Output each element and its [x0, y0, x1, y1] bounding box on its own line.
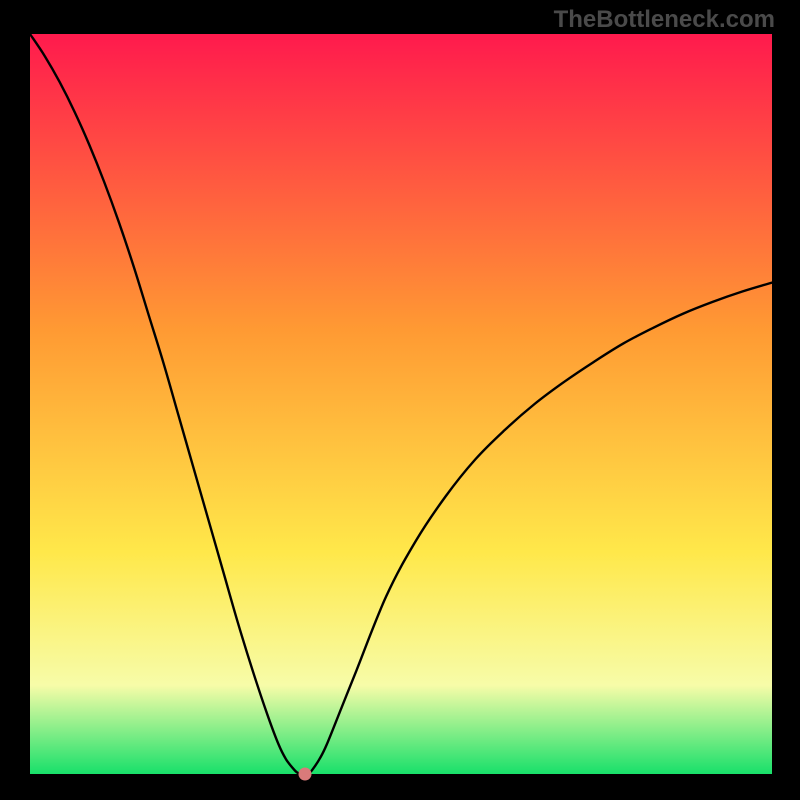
chart-frame: TheBottleneck.com [0, 0, 800, 800]
curve-left-branch [30, 34, 301, 774]
curve-right-branch [308, 283, 772, 774]
bottleneck-curve [0, 0, 800, 800]
watermark-text: TheBottleneck.com [554, 6, 775, 34]
optimum-marker [298, 768, 311, 781]
